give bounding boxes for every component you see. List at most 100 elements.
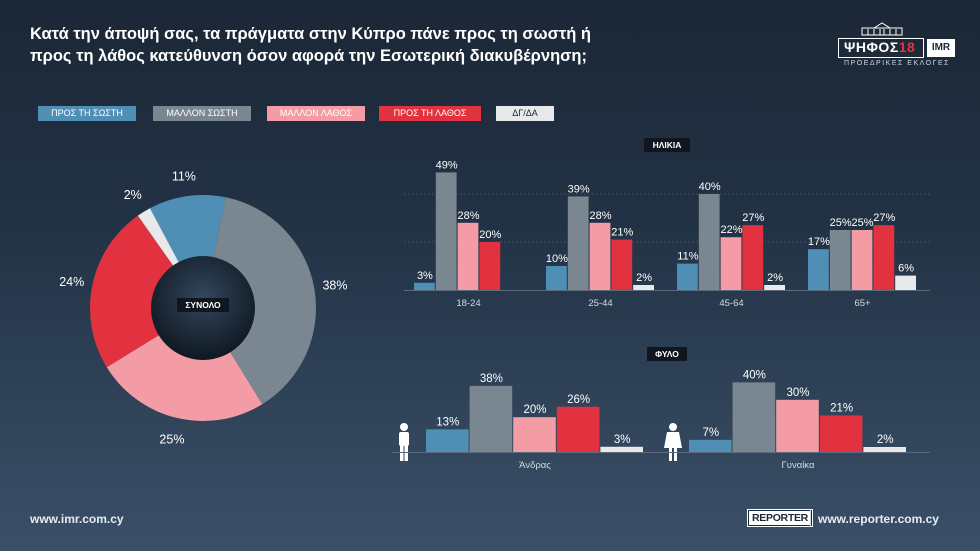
- legend-item-mallon-lathos: ΜΑΛΛΟΝ ΛΑΘΟΣ: [267, 106, 365, 121]
- bar-value-label: 3%: [614, 434, 631, 446]
- chart-title: Κατά την άποψή σας, τα πράγματα στην Κύπ…: [30, 23, 650, 67]
- bar-value-label: 21%: [830, 402, 853, 414]
- bar-value-label: 11%: [677, 251, 698, 263]
- bar-value-label: 10%: [546, 253, 568, 265]
- bar-pros-ti-lathos: [556, 406, 600, 452]
- bar-value-label: 25%: [851, 217, 873, 229]
- category-label: Άνδρας: [519, 460, 551, 471]
- logo-wordmark: ΨΗΦΟΣ18: [838, 38, 924, 58]
- bar-value-label: 28%: [457, 210, 479, 222]
- donut-slice-pros-ti-sosti: [149, 195, 226, 264]
- legend-item-mallon-sosti: ΜΑΛΛΟΝ ΣΩΣΤΗ: [153, 106, 251, 121]
- bar-value-label: 26%: [567, 394, 590, 406]
- bar-dg-da: [863, 447, 906, 452]
- donut-label-pros-ti-lathos: 24%: [59, 275, 84, 289]
- logo-subtitle: ΠΡΟΕΔΡΙΚΕΣ ΕΚΛΟΓΕΣ: [844, 60, 950, 67]
- bar-pros-ti-sosti: [426, 429, 469, 452]
- bar-value-label: 13%: [436, 416, 459, 428]
- bar-pros-ti-lathos: [819, 415, 863, 452]
- bar-mallon-sosti: [469, 385, 513, 452]
- bar-mallon-sosti: [435, 172, 457, 290]
- donut-label-mallon-sosti: 38%: [322, 279, 347, 293]
- gender-section-label: ΦΥΛΟ: [647, 347, 687, 361]
- title-line-1: Κατά την άποψή σας, τα πράγματα στην Κύπ…: [30, 25, 591, 43]
- bar-pros-ti-sosti: [414, 282, 435, 290]
- bar-value-label: 2%: [767, 272, 783, 284]
- bar-value-label: 17%: [808, 236, 830, 248]
- donut-slice-dg-da: [137, 208, 180, 268]
- bar-value-label: 2%: [877, 434, 894, 446]
- reporter-website[interactable]: www.reporter.com.cy: [818, 512, 939, 526]
- bar-pros-ti-sosti: [808, 249, 829, 290]
- bar-mallon-sosti: [732, 382, 776, 452]
- bar-dg-da: [895, 275, 916, 290]
- category-label: Γυναίκα: [782, 460, 815, 471]
- bar-mallon-lathos: [513, 417, 556, 452]
- bar-value-label: 20%: [479, 229, 501, 241]
- bar-value-label: 40%: [743, 369, 766, 381]
- bar-dg-da: [633, 285, 654, 290]
- bar-mallon-lathos: [457, 222, 479, 290]
- category-label: 25-44: [588, 298, 612, 309]
- bar-value-label: 21%: [611, 227, 633, 239]
- reporter-logo: REPORTER: [747, 509, 813, 527]
- bar-mallon-lathos: [720, 237, 742, 290]
- bar-mallon-lathos: [776, 399, 819, 452]
- imr-website[interactable]: www.imr.com.cy: [30, 512, 124, 526]
- psifos-logo: ΨΗΦΟΣ18 IMR ΠΡΟΕΔΡΙΚΕΣ ΕΚΛΟΓΕΣ: [838, 22, 956, 70]
- bar-mallon-lathos: [589, 222, 611, 290]
- legend-item-dg-da: ΔΓ/ΔΑ: [496, 106, 554, 121]
- donut-slice-mallon-lathos: [106, 334, 263, 422]
- bar-mallon-sosti: [829, 230, 851, 290]
- bar-value-label: 6%: [898, 263, 914, 275]
- bar-value-label: 20%: [523, 404, 546, 416]
- bar-value-label: 40%: [699, 181, 721, 193]
- bar-pros-ti-lathos: [873, 225, 895, 290]
- bar-pros-ti-sosti: [546, 266, 567, 290]
- bar-mallon-sosti: [567, 196, 589, 290]
- female-icon: [664, 423, 682, 461]
- legend-item-pros-ti-lathos: ΠΡΟΣ ΤΗ ΛΑΘΟΣ: [379, 106, 481, 121]
- category-label: 45-64: [719, 298, 743, 309]
- bar-value-label: 27%: [742, 212, 764, 224]
- bar-mallon-lathos: [851, 230, 873, 290]
- bar-value-label: 39%: [568, 183, 590, 195]
- bar-value-label: 25%: [830, 217, 852, 229]
- category-label: 18-24: [456, 298, 480, 309]
- bar-value-label: 27%: [873, 212, 895, 224]
- footer-divider: [810, 510, 811, 527]
- bar-value-label: 7%: [702, 427, 719, 439]
- title-line-2: προς τη λάθος κατεύθυνση όσον αφορά την …: [30, 47, 588, 65]
- bar-dg-da: [764, 285, 785, 290]
- bar-pros-ti-lathos: [742, 225, 764, 290]
- imr-logo: IMR: [927, 39, 955, 57]
- bar-dg-da: [600, 446, 643, 452]
- age-section-label: ΗΛΙΚΙΑ: [644, 138, 690, 152]
- bar-pros-ti-lathos: [611, 239, 633, 290]
- logo-main: ΨΗΦΟΣ: [844, 39, 899, 55]
- donut-label-mallon-lathos: 25%: [159, 432, 184, 446]
- donut-slice-pros-ti-lathos: [90, 215, 175, 368]
- bar-value-label: 3%: [417, 270, 433, 282]
- legend-item-pros-ti-sosti: ΠΡΟΣ ΤΗ ΣΩΣΤΗ: [38, 106, 136, 121]
- bar-value-label: 22%: [720, 224, 742, 236]
- bar-value-label: 38%: [480, 373, 503, 385]
- bar-mallon-sosti: [698, 194, 720, 290]
- building-icon: [861, 22, 903, 36]
- bar-pros-ti-sosti: [689, 439, 732, 452]
- total-label: ΣΥΝΟΛΟ: [177, 298, 229, 312]
- male-icon: [399, 423, 409, 461]
- bar-pros-ti-lathos: [479, 242, 501, 290]
- bar-value-label: 28%: [589, 210, 611, 222]
- bar-pros-ti-sosti: [677, 263, 698, 290]
- bar-value-label: 49%: [436, 159, 458, 171]
- donut-label-pros-ti-sosti: 11%: [172, 169, 196, 183]
- logo-year: 18: [898, 39, 916, 55]
- category-label: 65+: [854, 298, 871, 309]
- bar-value-label: 30%: [786, 387, 809, 399]
- bar-value-label: 2%: [636, 272, 652, 284]
- donut-label-dg-da: 2%: [124, 188, 142, 202]
